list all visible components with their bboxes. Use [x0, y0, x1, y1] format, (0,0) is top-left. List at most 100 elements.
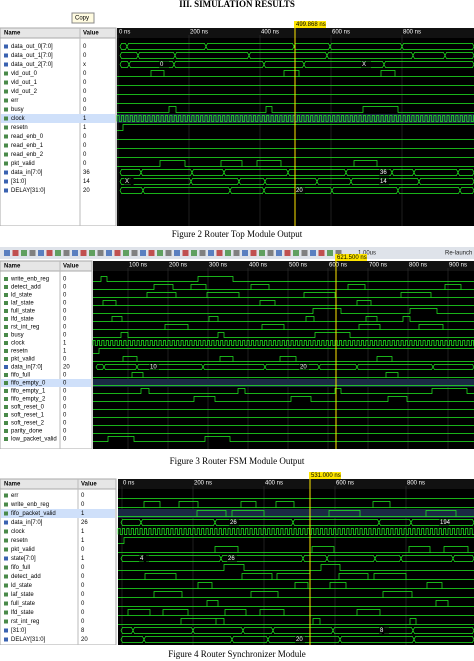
wave-label-bg: [439, 519, 449, 526]
signal-value: 20: [83, 188, 90, 194]
toolbar-icon: [21, 250, 27, 256]
signal-value: 0: [63, 421, 67, 427]
wave-area: [118, 479, 474, 645]
waveform: [118, 537, 474, 544]
signal-value: 0: [63, 333, 67, 339]
time-label: 400 ns: [261, 30, 279, 36]
signal-name: read_enb_1: [11, 143, 44, 149]
signal-value: 0: [83, 152, 87, 158]
wave-label: 20: [300, 365, 307, 371]
signal-name: vld_out_2: [11, 89, 38, 95]
signal-value: 14: [83, 179, 90, 185]
column-header: Name: [4, 482, 21, 488]
waveform: [117, 528, 474, 535]
signal-value: 0: [63, 373, 67, 379]
toolbar-icon: [242, 250, 248, 256]
signal-icon: [4, 71, 8, 76]
waveform: [118, 600, 474, 607]
time-label: 700 ns: [369, 263, 387, 269]
figure: Name Value 0 ns 200 ns 400 ns 600 ns 800 ns dat…: [0, 12, 474, 227]
signal-icon: [4, 89, 8, 94]
waveform: [93, 356, 474, 362]
wave-label-bg: [124, 178, 134, 185]
signal-icon: [4, 628, 8, 633]
signal-icon: [4, 583, 8, 588]
signal-icon: [4, 381, 8, 385]
signal-value: 0: [83, 98, 87, 104]
signal-value: 0: [83, 53, 87, 59]
toolbar-icon: [38, 250, 44, 256]
waveform: [120, 636, 474, 643]
waveform: [118, 591, 474, 598]
signal-icon: [4, 44, 8, 49]
signal-name: lfd_state: [11, 610, 34, 616]
signal-value: x: [83, 62, 86, 68]
toolbar-icon: [293, 250, 299, 256]
toolbar-icon: [29, 250, 36, 256]
wave-label: 14: [380, 179, 387, 185]
signal-value: 1: [81, 529, 85, 535]
column-header: Value: [63, 264, 79, 270]
toolbar-icon: [63, 250, 70, 256]
signal-icon: [4, 134, 8, 139]
waveform: [119, 61, 474, 68]
wave-label: 20: [296, 637, 303, 643]
signal-icon: [4, 293, 8, 297]
signal-icon: [4, 413, 8, 417]
relaunch-button[interactable]: Re-launch: [445, 251, 472, 257]
time-label: 200 ns: [194, 481, 212, 487]
signal-icon: [4, 601, 8, 606]
waveform: [93, 292, 474, 298]
signal-name: soft_reset_2: [11, 421, 45, 427]
wave-label-bg: [361, 61, 371, 68]
column-header: Name: [4, 264, 21, 270]
signal-icon: [4, 309, 8, 313]
signal-icon: [4, 62, 8, 67]
signal-name: busy: [11, 107, 24, 113]
toolbar-icon: [182, 250, 189, 256]
signal-name: detect_add: [11, 285, 41, 291]
wave-label: 8: [380, 628, 384, 634]
signal-icon: [4, 373, 8, 377]
signal-name: pkt_valid: [11, 547, 35, 553]
signal-icon: [4, 161, 8, 166]
signal-icon: [4, 565, 8, 570]
row-highlight: [118, 509, 474, 518]
toolbar-icon: [72, 250, 78, 256]
signal-name: resetn: [11, 349, 28, 355]
signal-icon: [4, 277, 8, 281]
section-heading: III. SIMULATION RESULTS: [179, 0, 295, 9]
signal-icon: [4, 333, 8, 337]
caption: Figure 3 Router FSM Module Output: [169, 456, 305, 466]
waveform: [118, 609, 474, 616]
signal-panel: [0, 27, 117, 227]
signal-icon: [4, 107, 8, 112]
signal-icon: [4, 53, 8, 58]
signal-icon: [4, 341, 8, 345]
signal-value: 0: [81, 493, 85, 499]
signal-value: 0: [81, 547, 85, 553]
wave-label-bg: [379, 178, 389, 185]
time-label: 600 ns: [336, 481, 354, 487]
waveform: [119, 169, 474, 176]
toolbar-icon: [157, 250, 163, 256]
toolbar-icon: [310, 250, 316, 256]
signal-name: ld_state: [11, 583, 33, 589]
signal-value: 0: [83, 134, 87, 140]
waveform: [93, 332, 474, 338]
waveform: [120, 519, 474, 526]
signal-value: 0: [63, 357, 67, 363]
toolbar-icon: [208, 250, 214, 256]
signal-name: fifo_full: [11, 373, 30, 379]
signal-value: 0: [63, 437, 67, 443]
waveform: [119, 43, 474, 50]
signal-panel: [0, 478, 117, 646]
caption: Figure 2 Router Top Module Output: [171, 229, 303, 239]
signal-name: pkt_valid: [11, 357, 35, 363]
panel-header: [0, 478, 117, 490]
signal-name: data_out_2[7:0]: [11, 62, 53, 68]
signal-name: lfd_state: [11, 317, 34, 323]
signal-icon: [4, 125, 8, 130]
toolbar-icon: [216, 250, 223, 256]
signal-icon: [4, 152, 8, 157]
